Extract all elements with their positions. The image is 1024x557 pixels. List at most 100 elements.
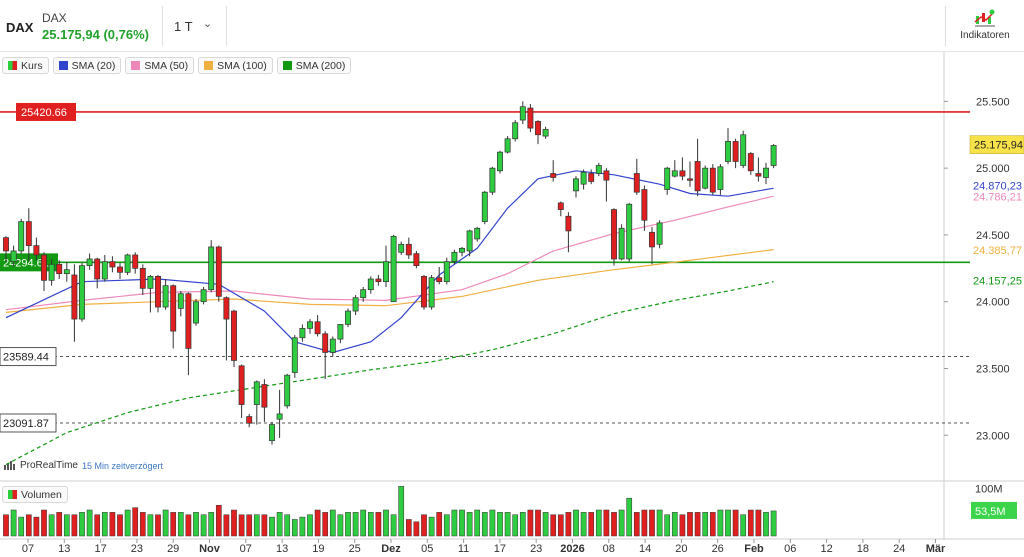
volume-bar (664, 514, 671, 537)
legend-item-kurs[interactable]: Kurs (2, 57, 49, 74)
candle-body (162, 285, 169, 308)
volume-tick-label: 100M (975, 484, 1003, 496)
volume-bar (215, 505, 222, 537)
candle (633, 158, 640, 195)
candle (48, 258, 55, 286)
candle (770, 144, 777, 169)
candle-body (177, 293, 184, 309)
volume-bar (139, 512, 146, 537)
x-tick-label: 06 (784, 543, 796, 555)
candle (390, 234, 397, 303)
volume-bar (763, 512, 769, 537)
candle-body (535, 121, 541, 136)
candle (580, 169, 587, 190)
candle (117, 262, 123, 279)
candle (261, 379, 268, 422)
x-tick-label: Dez (381, 543, 401, 555)
sma20-value-label: 24.870,23 (973, 180, 1022, 192)
candle (86, 253, 93, 270)
volume-bar (94, 514, 101, 537)
chevron-down-icon[interactable]: ⌄ (203, 18, 213, 30)
y-tick-label: 24.500 (976, 230, 1010, 242)
candle-body (208, 246, 215, 291)
sma50-swatch (131, 61, 141, 70)
candle-body (413, 253, 420, 266)
volume-bar (41, 509, 47, 537)
volume-bar (466, 512, 473, 537)
candle-body (132, 254, 139, 269)
candle (352, 295, 359, 316)
candle-body (56, 263, 63, 275)
volume-bar (253, 514, 260, 537)
candle-body (155, 275, 161, 308)
volume-bar (398, 486, 405, 537)
legend-item-sma100[interactable]: SMA (100) (198, 57, 273, 74)
candle (641, 185, 648, 231)
period-select[interactable]: 1 T (174, 19, 193, 34)
candle (421, 274, 427, 310)
candle-body (185, 293, 192, 349)
legend-label: Kurs (21, 59, 43, 72)
volume-bar (25, 514, 32, 537)
candle-body (725, 141, 731, 162)
candle-body (390, 235, 397, 303)
prorealtime-brand: ProRealTime (20, 460, 78, 471)
volume-bar (48, 514, 55, 537)
candle (307, 319, 313, 334)
candle-body (3, 237, 9, 252)
candle (329, 336, 336, 357)
candle-body (519, 106, 526, 121)
candle-body (557, 202, 564, 210)
volume-bar (550, 514, 557, 537)
x-tick-label: 11 (458, 543, 469, 555)
candle (671, 160, 678, 178)
prorealtime-watermark: ProRealTime 15 Min zeitverzögert (4, 460, 163, 471)
delay-notice: 15 Min zeitverzögert (81, 460, 164, 471)
x-tick-label: 05 (421, 543, 433, 555)
x-tick-label: 23 (131, 543, 143, 555)
candle (345, 308, 351, 328)
candle (565, 212, 572, 253)
legend-item-sma50[interactable]: SMA (50) (125, 57, 195, 74)
candle (109, 256, 116, 273)
candle-body (732, 141, 739, 162)
sma200-line (5, 281, 774, 466)
x-tick-label: 23 (530, 543, 542, 555)
candle-body (117, 266, 123, 273)
volume-bar (10, 509, 17, 537)
y-tick-label: 25.000 (976, 163, 1010, 175)
volume-bar (170, 512, 177, 537)
volume-bar (413, 521, 420, 537)
candle-body (101, 261, 108, 280)
volume-bar (71, 514, 78, 537)
candle-body (504, 138, 511, 153)
candle-body (41, 254, 47, 281)
volume-bar (618, 509, 625, 537)
volume-bar (291, 519, 298, 537)
candle (687, 161, 693, 187)
legend-item-volume[interactable]: Volumen (2, 486, 68, 503)
volume-bar (405, 519, 412, 537)
candle (10, 245, 17, 267)
legend-item-sma20[interactable]: SMA (20) (52, 57, 122, 74)
volume-bar (56, 512, 63, 537)
volume-bar (504, 512, 511, 537)
candle-body (329, 338, 336, 353)
sma50-line (5, 195, 774, 311)
x-tick-label: 13 (276, 543, 288, 555)
candle (603, 168, 610, 202)
candle (367, 276, 374, 294)
volume-bar (595, 509, 602, 537)
candle-body (139, 267, 146, 289)
x-tick-label: 26 (712, 543, 724, 555)
candle-body (223, 297, 230, 320)
volume-bar (451, 509, 458, 537)
indicators-button[interactable]: Indikatoren (952, 6, 1018, 48)
legend-item-sma200[interactable]: SMA (200) (276, 57, 352, 74)
candle (504, 136, 511, 154)
candle (694, 138, 701, 197)
volume-bar (147, 514, 154, 537)
candle-body (63, 269, 70, 275)
candle-body (481, 191, 488, 222)
